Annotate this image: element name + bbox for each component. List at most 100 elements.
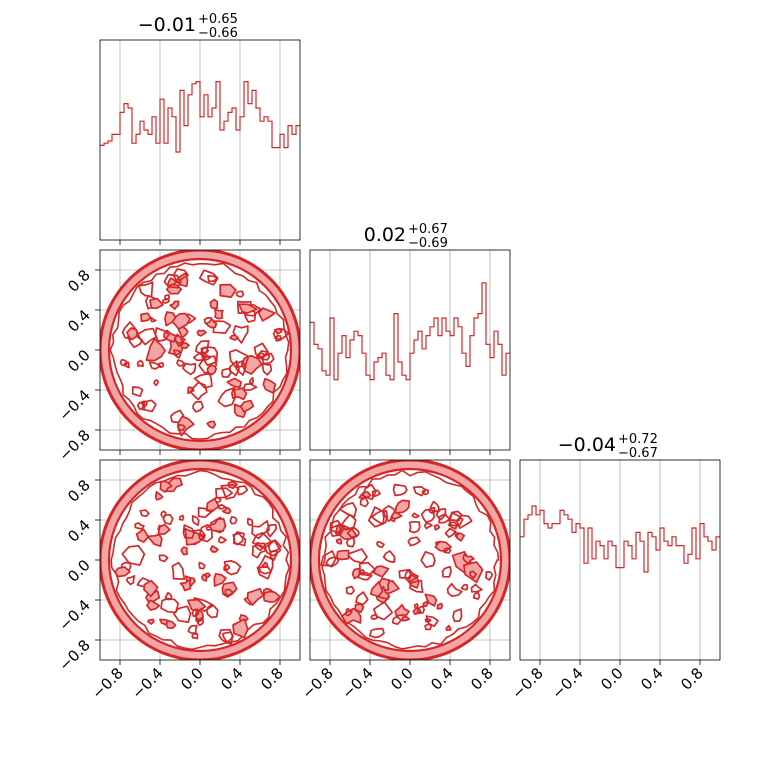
noisy-ring-contour [109, 262, 290, 441]
density-contour-blob [261, 362, 273, 376]
density-contour-blob [121, 544, 146, 566]
density-contour-blob [449, 510, 463, 522]
density-contour-blob [223, 563, 231, 572]
density-contour-blob [329, 523, 342, 538]
density-contour-blob [407, 536, 421, 547]
density-contour-blob [232, 325, 249, 344]
histogram-step-line [100, 81, 300, 153]
density-contour-blob [469, 570, 478, 579]
y-tick-label: 0.8 [64, 266, 94, 296]
density-contour-blob [335, 538, 343, 545]
density-contour-blob [198, 561, 206, 570]
density-contour-blob [263, 539, 282, 557]
density-contour-blob [165, 619, 177, 629]
density-contour-blob [456, 532, 466, 542]
density-contour-blob [138, 281, 154, 298]
density-panel-3: −0.8 −0.4 0.0 0.4 0.8 [298, 459, 511, 703]
density-contour-blob [215, 487, 234, 499]
density-contour-blob [221, 506, 232, 515]
x-tick-label: 0.8 [257, 664, 287, 694]
density-contour-blob [182, 362, 197, 376]
density-contour-blob [335, 549, 350, 561]
density-contour-blob [149, 297, 164, 310]
density-contour-blob [189, 381, 208, 401]
density-contour-blob [161, 298, 170, 304]
density-contour-blob [158, 554, 169, 563]
density-contour-blob [218, 628, 234, 646]
density-contour-blob [256, 566, 272, 580]
x-tick-label: 0.0 [387, 664, 417, 694]
density-contour-blob [242, 383, 258, 391]
density-contour-blob [139, 509, 150, 518]
density-contour-blob [192, 400, 204, 413]
density-contour-blob [462, 553, 475, 565]
density-contour-blob [197, 532, 206, 541]
density-contour-blob [177, 423, 186, 431]
density-contour-blob [207, 275, 219, 283]
density-contour-blob [329, 519, 344, 534]
density-contour-blob [338, 502, 358, 518]
density-contour-blob [169, 300, 180, 310]
density-contour-blob [180, 546, 189, 556]
density-contour-blob [220, 484, 240, 500]
density-contour-blob [421, 488, 429, 496]
density-contour-blob [359, 496, 369, 508]
density-contour-blob [145, 590, 161, 603]
density-contour-blob [444, 527, 457, 539]
x-tick-label: −0.4 [338, 664, 376, 702]
x-tick-label: 0.4 [427, 664, 457, 694]
x-tick-label: −0.8 [298, 664, 336, 702]
density-contour-blob [257, 352, 266, 359]
density-contour-blob [413, 603, 419, 609]
density-contour-blob [428, 507, 436, 514]
density-contour-blob [446, 582, 463, 597]
density-contour-blob [235, 290, 245, 298]
density-contour-blob [408, 520, 421, 534]
histogram-panel-3: −0.8 −0.4 0.0 0.4 0.8 −0.04 +0.72−0.67 [508, 432, 721, 703]
density-contour-blob [205, 497, 220, 512]
noisy-ring-contour [321, 469, 500, 650]
density-contour-blob [217, 386, 237, 408]
histogram-panel-1: −0.01 +0.65−0.66 [99, 12, 301, 245]
density-contour-blob [178, 514, 185, 521]
density-contour-blob [198, 269, 219, 286]
density-contour-blob [255, 350, 271, 361]
density-contour-blob [201, 573, 208, 582]
density-contour-blob [229, 334, 239, 341]
density-contour-blob [179, 578, 192, 592]
density-contour-blob [206, 420, 217, 429]
title-value: −0.04 [558, 434, 616, 456]
density-contour-blob [420, 508, 436, 523]
density-contour-blob [145, 338, 166, 362]
density-contour-blob [346, 548, 368, 564]
density-contour-blob [340, 513, 357, 531]
density-contour-blob [146, 599, 161, 611]
density-contour-blob [153, 379, 159, 387]
density-contour-blob [208, 517, 227, 533]
density-contour-blob [401, 615, 411, 622]
density-contour-blob [441, 565, 452, 578]
density-contour-blob [369, 627, 385, 639]
y-tick-label: 0.8 [64, 476, 94, 506]
density-contour-blob [228, 349, 250, 369]
density-contour-blob [443, 547, 452, 554]
density-contours [100, 250, 300, 450]
density-contour-blob [191, 515, 200, 527]
density-contour-blob [272, 327, 290, 341]
density-contour-blob [372, 565, 390, 578]
density-contour-blob [394, 499, 411, 514]
density-contour-blob [218, 503, 227, 510]
density-contour-blob [226, 377, 243, 389]
density-contour-blob [172, 605, 192, 623]
density-contour-blob [209, 545, 219, 553]
title-upper-error: +0.72 [618, 432, 658, 447]
title-lower-error: −0.69 [408, 236, 448, 251]
density-contour-blob [150, 316, 157, 323]
density-contour-blob [472, 591, 481, 600]
density-contour-blob [219, 283, 237, 298]
y-tick-label: 0.4 [64, 306, 94, 336]
x-tick-label: −0.8 [88, 664, 126, 702]
density-contour-blob [372, 601, 394, 621]
title-lower-error: −0.67 [618, 446, 658, 461]
